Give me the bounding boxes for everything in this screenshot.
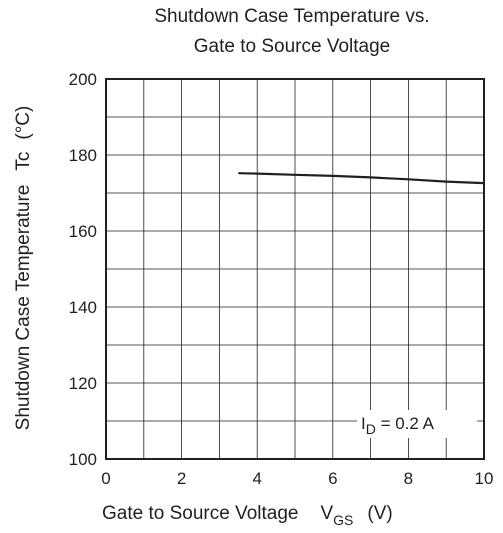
grid xyxy=(106,79,484,459)
y-axis-label: Shutdown Case Temperature Tc (°C) xyxy=(13,106,34,431)
x-tick-label: 4 xyxy=(252,469,261,488)
x-tick-label: 0 xyxy=(101,469,110,488)
x-axis-label: Gate to Source Voltage VGS (V) xyxy=(102,503,393,528)
x-tick-label: 6 xyxy=(328,469,337,488)
annotation-value: = 0.2 A xyxy=(376,414,435,433)
annotation: ID = 0.2 A xyxy=(357,410,477,438)
chart-title-line-1: Shutdown Case Temperature vs. xyxy=(154,6,429,27)
chart-title-line-2: Gate to Source Voltage xyxy=(194,36,390,57)
y-tick-labels: 100 120 140 160 180 200 xyxy=(69,70,97,469)
x-tick-label: 2 xyxy=(177,469,186,488)
annotation-symbol: I xyxy=(361,414,366,433)
y-tick-label: 200 xyxy=(69,70,97,89)
series-line xyxy=(238,172,485,185)
x-tick-labels: 0 2 4 6 8 10 xyxy=(101,469,493,488)
y-axis-label-symbol: Tc xyxy=(13,152,34,171)
y-axis-label-unit: (°C) xyxy=(13,106,34,140)
y-tick-label: 100 xyxy=(69,450,97,469)
annotation-subscript: D xyxy=(366,421,376,437)
x-tick-label: 8 xyxy=(404,469,413,488)
x-axis-label-unit: (V) xyxy=(367,503,392,524)
plot-area-frame xyxy=(105,78,485,460)
y-tick-label: 140 xyxy=(69,298,97,317)
y-tick-label: 160 xyxy=(69,222,97,241)
series-layer xyxy=(238,172,485,185)
y-axis-label-main: Shutdown Case Temperature xyxy=(13,185,34,431)
x-tick-label: 10 xyxy=(475,469,494,488)
x-axis-label-symbol: V xyxy=(320,503,333,524)
annotation-text: ID = 0.2 A xyxy=(361,414,435,437)
y-tick-label: 180 xyxy=(69,146,97,165)
x-axis-label-main: Gate to Source Voltage xyxy=(102,503,298,524)
y-tick-label: 120 xyxy=(69,374,97,393)
x-axis-label-subscript: GS xyxy=(333,512,353,528)
annotation-background xyxy=(357,410,477,438)
